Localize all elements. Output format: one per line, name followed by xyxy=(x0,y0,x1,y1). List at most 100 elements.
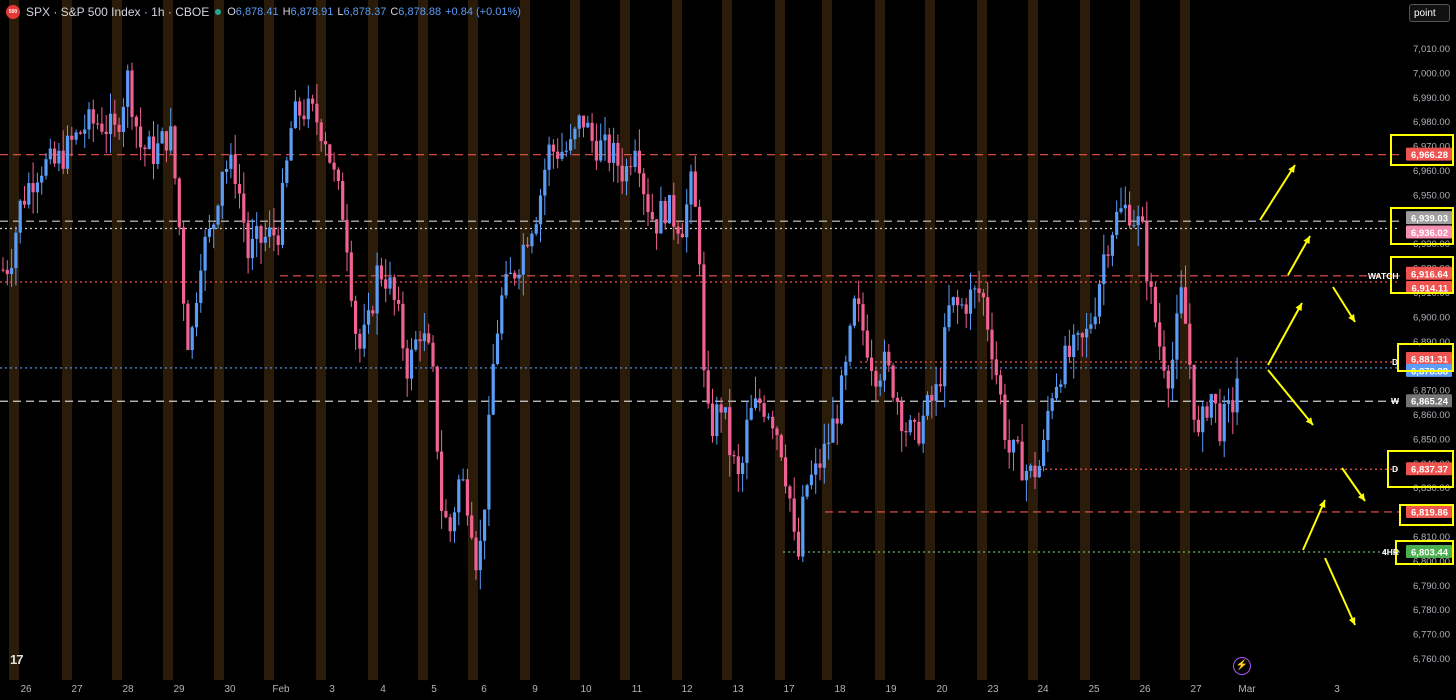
price-tick-21: 6,800.00 xyxy=(1413,556,1450,567)
candle-body-171 xyxy=(736,456,740,475)
candle-body-9 xyxy=(40,175,44,183)
candle-body-157 xyxy=(676,226,680,234)
candle-body-160 xyxy=(689,171,693,205)
candle-body-67 xyxy=(289,128,293,161)
candle-body-112 xyxy=(483,509,487,541)
candle-body-179 xyxy=(771,416,775,429)
candle-body-7 xyxy=(31,183,35,193)
candle-body-20 xyxy=(87,109,91,130)
candle-body-12 xyxy=(53,148,57,164)
candle-body-246 xyxy=(1059,384,1063,387)
candle-body-282 xyxy=(1214,394,1218,404)
candle-body-85 xyxy=(366,310,371,325)
price-tick-4: 6,970.00 xyxy=(1413,142,1450,153)
high-label: H xyxy=(282,6,291,18)
price-label-5: 6,881.31 xyxy=(1411,355,1449,366)
time-tick-10: 9 xyxy=(532,684,538,695)
candle-body-138 xyxy=(594,140,598,161)
candle-body-77 xyxy=(332,162,336,170)
candle-body-283 xyxy=(1218,403,1222,442)
candle-body-220 xyxy=(947,305,951,328)
candle-body-213 xyxy=(917,421,921,444)
candle-body-48 xyxy=(207,228,211,237)
candle-body-178 xyxy=(766,416,770,418)
candle-body-193 xyxy=(831,418,835,443)
candle-body-95 xyxy=(409,349,414,379)
highlight-box-6 xyxy=(1395,540,1454,565)
candle-body-36 xyxy=(156,143,160,164)
candle-body-216 xyxy=(930,394,934,401)
candle-body-262 xyxy=(1128,204,1132,226)
candle-body-8 xyxy=(35,182,39,193)
price-label-8: 6,837.37 xyxy=(1411,465,1448,476)
highlight-box-3 xyxy=(1397,343,1454,372)
candle-body-29 xyxy=(126,70,130,107)
highlight-box-4 xyxy=(1387,450,1454,488)
candle-body-117 xyxy=(504,273,508,296)
candle-body-118 xyxy=(508,272,512,274)
candle-body-59 xyxy=(255,226,259,239)
close-value: 6,878.88 xyxy=(398,6,442,18)
scale-mode-button[interactable]: point xyxy=(1409,4,1450,22)
time-tick-3: 29 xyxy=(173,684,185,695)
candle-body-100 xyxy=(431,342,435,367)
price-label-4: 6,914.11 xyxy=(1412,283,1449,294)
low-value: 6,878.37 xyxy=(343,6,387,18)
candle-body-267 xyxy=(1149,281,1153,287)
candle-body-55 xyxy=(237,184,242,194)
candle-body-142 xyxy=(612,142,616,163)
candle-body-207 xyxy=(891,365,895,398)
candle-body-45 xyxy=(194,302,199,328)
candle-body-233 xyxy=(1003,394,1007,441)
candle-body-92 xyxy=(397,299,401,304)
candle-body-285 xyxy=(1226,400,1231,404)
candle-body-129 xyxy=(556,151,560,159)
candle-body-187 xyxy=(805,485,809,497)
session-band-4 xyxy=(214,0,224,680)
candle-body-35 xyxy=(151,136,156,164)
candle-body-94 xyxy=(405,348,409,379)
line-tag-2: W xyxy=(1391,396,1400,406)
candle-body-143 xyxy=(616,142,620,166)
candle-body-146 xyxy=(629,166,633,168)
candle-body-88 xyxy=(379,265,383,280)
candle-body-87 xyxy=(375,265,379,314)
candle-body-101 xyxy=(435,366,439,452)
candle-body-61 xyxy=(263,236,267,243)
candle-body-121 xyxy=(521,244,525,275)
candle-body-237 xyxy=(1020,441,1024,481)
candle-body-42 xyxy=(182,227,186,304)
candle-body-63 xyxy=(272,227,276,236)
candle-body-90 xyxy=(388,277,392,289)
candle-body-72 xyxy=(311,98,315,104)
symbol-title[interactable]: SPX · S&P 500 Index · 1h · CBOE xyxy=(26,5,210,19)
candle-body-208 xyxy=(895,397,899,402)
candle-body-70 xyxy=(302,115,306,120)
candle-body-166 xyxy=(715,404,719,437)
session-band-0 xyxy=(9,0,19,680)
tradingview-logo[interactable]: 17 xyxy=(10,652,24,667)
candle-body-188 xyxy=(809,474,813,486)
candle-body-13 xyxy=(57,150,61,164)
time-tick-8: 5 xyxy=(431,684,437,695)
candle-body-231 xyxy=(994,359,998,376)
session-band-14 xyxy=(722,0,732,680)
candle-body-167 xyxy=(719,404,723,413)
candle-body-131 xyxy=(564,150,568,152)
candle-body-248 xyxy=(1067,345,1071,358)
price-label-bg-10 xyxy=(1406,545,1452,559)
session-band-11 xyxy=(570,0,580,680)
candle-body-225 xyxy=(968,289,973,314)
candle-body-37 xyxy=(160,131,164,144)
price-tick-15: 6,860.00 xyxy=(1413,410,1450,421)
projection-arrowhead-6 xyxy=(1318,500,1326,508)
candle-body-245 xyxy=(1054,386,1059,399)
lightning-icon[interactable]: ⚡ xyxy=(1233,657,1251,675)
price-tick-6: 6,950.00 xyxy=(1413,190,1450,201)
candle-body-256 xyxy=(1102,254,1106,285)
candle-body-49 xyxy=(212,224,216,229)
candle-body-110 xyxy=(474,537,478,571)
candle-body-191 xyxy=(822,443,826,468)
ohlc-readout: O6,878.41 H6,878.91 L6,878.37 C6,878.88 … xyxy=(227,6,521,18)
